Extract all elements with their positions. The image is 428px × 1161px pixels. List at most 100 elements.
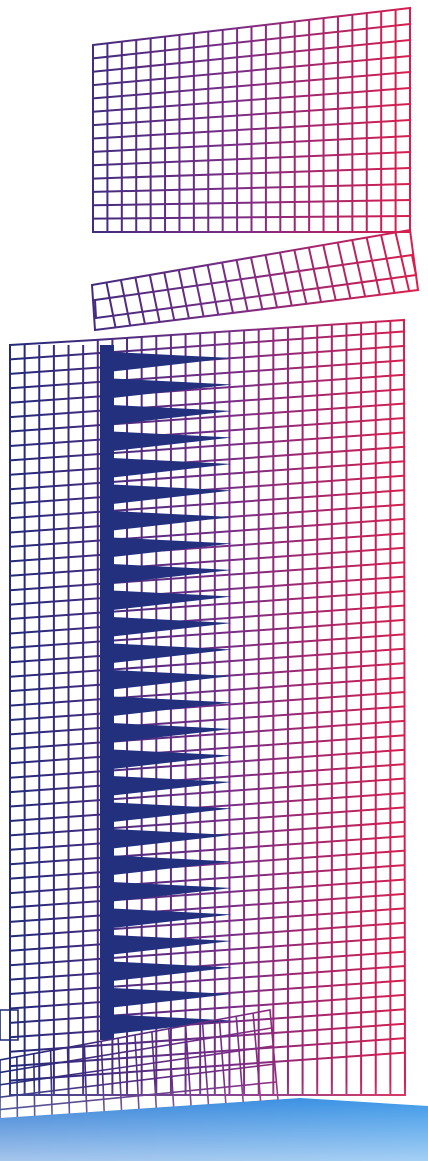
twist-fin	[206, 264, 220, 316]
dark-wedge	[108, 935, 232, 955]
twist-fin	[192, 267, 205, 318]
twist-fin	[221, 262, 235, 314]
lower-floor-line	[9, 791, 406, 822]
twist-fin	[264, 254, 279, 309]
upper-floor-line	[92, 103, 411, 127]
upper-floor-line	[92, 55, 411, 87]
dark-wedge	[108, 670, 232, 690]
lower-floor-line	[9, 691, 406, 721]
lower-floor-line	[9, 734, 406, 765]
twist-fin	[380, 234, 396, 294]
lower-floor-line	[9, 777, 406, 808]
upper-floor-line	[92, 39, 411, 73]
dark-wedge	[108, 484, 232, 505]
twist-fin	[293, 249, 308, 305]
lower-floor-line	[9, 806, 406, 837]
twist-fin	[163, 272, 176, 322]
upper-floor-line	[92, 151, 411, 167]
dark-wedge	[108, 564, 232, 584]
upper-floor-line	[92, 183, 411, 193]
upper-floor-line	[92, 71, 411, 100]
dark-wedge	[108, 378, 232, 399]
lower-floor-line	[9, 907, 406, 938]
lower-floor-line	[9, 993, 406, 1024]
dark-wedge	[108, 855, 232, 876]
lower-floor-line	[9, 864, 406, 895]
twist-fin	[148, 274, 161, 323]
twist-fin	[250, 257, 264, 311]
dark-wedge	[108, 590, 232, 611]
dark-wedge	[108, 908, 232, 929]
lower-floor-line	[9, 489, 406, 520]
lower-floor-line	[9, 445, 406, 476]
upper-floor-line	[92, 199, 411, 207]
lower-floor-line	[9, 676, 406, 707]
upper-floor-line	[92, 87, 411, 113]
lower-floor-line	[9, 1051, 406, 1082]
lower-floor-line	[9, 359, 406, 390]
lower-floor-line	[9, 719, 406, 750]
core-column	[100, 345, 114, 1040]
lower-floor-line	[9, 950, 406, 981]
twist-fin	[177, 269, 191, 320]
dark-wedge	[108, 617, 232, 637]
dark-wedge	[108, 405, 232, 425]
lower-floor-line	[9, 431, 406, 462]
lower-floor-line	[9, 402, 406, 433]
lower-floor-line	[9, 1008, 406, 1039]
twist-fin	[365, 237, 381, 296]
upper-floor-line	[92, 215, 411, 220]
lower-floor-line	[9, 618, 406, 649]
dark-wedge	[108, 458, 232, 478]
lower-floor-line	[9, 835, 406, 866]
ground-fade	[0, 1080, 428, 1161]
podium-band	[0, 1027, 272, 1074]
lower-floor-line	[9, 936, 406, 967]
dark-wedge	[108, 882, 232, 902]
twist-fin	[394, 232, 411, 293]
lower-floor-line	[9, 388, 406, 419]
dark-wedge	[108, 723, 232, 743]
dark-wedge	[108, 1014, 232, 1035]
dark-wedge	[108, 696, 232, 717]
upper-floor-line	[92, 119, 411, 140]
upper-floor-line	[92, 167, 411, 180]
twist-inner	[93, 253, 418, 320]
lower-floor-line	[9, 878, 406, 909]
dark-wedge	[108, 776, 232, 796]
lower-floor-line	[9, 416, 406, 447]
podium-band	[0, 1045, 274, 1086]
lower-floor-line	[9, 647, 406, 678]
lower-floor-line	[9, 546, 406, 577]
lower-floor-line	[9, 1037, 406, 1068]
dark-wedge	[108, 352, 232, 372]
lower-floor-line	[9, 460, 406, 491]
lower-floor-line	[9, 748, 406, 779]
upper-floor-line	[92, 135, 411, 153]
lower-floor-line	[9, 330, 406, 361]
lower-floor-line	[9, 892, 406, 923]
lower-floor-line	[9, 373, 406, 404]
twist-fin	[119, 279, 132, 327]
tower-dark-wedges	[100, 345, 232, 1040]
twist-fin	[105, 282, 117, 329]
lower-floor-line	[9, 575, 406, 606]
dark-wedge	[108, 961, 232, 982]
dark-wedge	[108, 431, 232, 452]
dark-wedge	[108, 988, 232, 1008]
dark-wedge	[108, 829, 232, 849]
lower-floor-line	[9, 763, 406, 794]
twist-outline	[90, 228, 420, 332]
lower-floor-line	[9, 705, 406, 736]
lower-floor-line	[9, 517, 406, 548]
dark-wedge	[108, 802, 232, 823]
dark-wedge	[108, 749, 232, 770]
dark-wedge	[108, 643, 232, 664]
lower-floor-line	[9, 604, 406, 635]
podium-side-block	[0, 1009, 19, 1041]
upper-floor-line	[92, 23, 411, 60]
twist-fin	[235, 259, 249, 313]
lower-outline	[9, 318, 407, 1096]
